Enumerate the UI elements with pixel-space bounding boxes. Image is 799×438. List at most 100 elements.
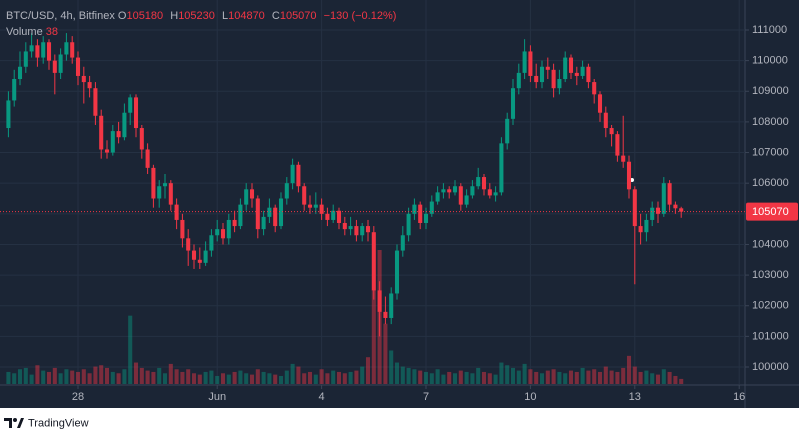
candle-body <box>162 183 168 187</box>
volume-bar <box>447 371 452 384</box>
candle-body <box>487 189 492 196</box>
candle-body <box>673 204 678 209</box>
candle-body <box>574 72 579 76</box>
logo-mark <box>4 418 12 428</box>
volume-bar <box>58 373 63 384</box>
volume-bar <box>255 369 260 384</box>
volume-bar <box>667 371 672 384</box>
volume-bar <box>23 367 28 384</box>
volume-bar <box>400 366 405 384</box>
candle-body <box>290 164 295 184</box>
candle-body <box>539 66 545 83</box>
candle-body <box>180 219 185 239</box>
ohlc-value: 105180 <box>126 10 164 22</box>
volume-bar <box>162 373 168 384</box>
ohlc-row: BTC/USD, 4h, Bitfinex O105180 H105230 L1… <box>6 8 400 24</box>
volume-bar <box>110 371 115 384</box>
volume-bar <box>70 370 75 384</box>
logo-mark <box>17 418 24 428</box>
volume-bar <box>313 374 318 384</box>
volume-row: Volume 38 <box>6 24 400 40</box>
candle-body <box>342 223 347 230</box>
volume-bar <box>499 362 504 384</box>
volume-bar <box>186 369 191 384</box>
volume-bar <box>638 371 643 384</box>
x-tick-label: 4 <box>319 391 325 403</box>
candle-body <box>313 204 318 208</box>
volume-bar <box>505 365 510 384</box>
candle-body <box>557 79 562 89</box>
volume-bar <box>238 370 243 384</box>
candle-body <box>360 226 365 236</box>
candle-body <box>592 82 597 95</box>
volume-bar <box>423 371 429 384</box>
volume-bar <box>215 375 220 384</box>
volume-bar <box>122 369 127 384</box>
candle-body <box>70 42 75 58</box>
ohlc-key: L <box>221 10 229 22</box>
candle-body <box>87 82 92 89</box>
grid <box>0 0 745 384</box>
volume-bar <box>342 373 347 384</box>
volume-bar <box>249 374 255 384</box>
volume-bar <box>661 369 666 384</box>
candle-body <box>418 204 423 224</box>
volume-bar <box>493 374 498 384</box>
candle-body <box>522 51 527 73</box>
candle-body <box>661 183 666 214</box>
last-price-box <box>746 202 798 221</box>
volume-bar <box>157 367 162 384</box>
ohlc-value: 105070 <box>279 10 317 22</box>
volume-bar <box>6 371 11 384</box>
candle-body <box>238 204 243 227</box>
volume-bar <box>592 369 597 384</box>
candle-body <box>220 229 226 239</box>
candle-body <box>197 259 202 263</box>
candle-body <box>470 186 475 196</box>
volume-bar <box>203 371 208 384</box>
candle-body <box>35 45 40 58</box>
volume-bar <box>87 373 92 384</box>
candle-body <box>400 235 405 251</box>
volume-bar <box>626 355 632 384</box>
background <box>0 0 799 408</box>
volume-bar <box>325 373 330 384</box>
candle-body <box>383 311 388 318</box>
candle-body <box>516 72 521 89</box>
candle-body <box>667 183 672 205</box>
candle-body <box>46 42 52 61</box>
candle-body <box>435 192 440 202</box>
volume-bar <box>331 370 336 384</box>
candle-body <box>174 204 179 220</box>
chart: 1000001010001020001030001040001050001060… <box>0 0 799 408</box>
volume-bar <box>41 370 46 384</box>
candle-body <box>296 164 301 187</box>
y-tick-label: 100000 <box>752 361 789 373</box>
volume-bar <box>516 370 521 384</box>
y-tick-label: 111000 <box>752 24 787 36</box>
candle-body <box>128 97 133 113</box>
volume-bar <box>563 373 568 384</box>
volume-bar <box>650 373 655 384</box>
candle-body <box>336 210 342 224</box>
footer: TradingView <box>0 408 799 438</box>
candle-body <box>116 131 121 138</box>
candle-body <box>99 115 104 150</box>
candle-body <box>122 112 127 138</box>
candle-body <box>365 226 371 233</box>
volume-bar <box>580 367 585 384</box>
volume-bar <box>609 370 614 384</box>
volume-bar <box>354 370 359 384</box>
candle-body <box>423 213 429 224</box>
candle-body <box>377 290 382 312</box>
volume-bar <box>412 369 417 384</box>
candle-body <box>632 189 637 227</box>
volume-bar <box>168 363 173 384</box>
candle-body <box>58 54 63 73</box>
candle-body <box>441 189 446 193</box>
volume-bar <box>174 369 179 384</box>
y-tick-label: 102000 <box>752 300 789 312</box>
candle-body <box>215 229 220 236</box>
volume-bar <box>481 371 487 384</box>
volume-bar <box>267 373 272 384</box>
